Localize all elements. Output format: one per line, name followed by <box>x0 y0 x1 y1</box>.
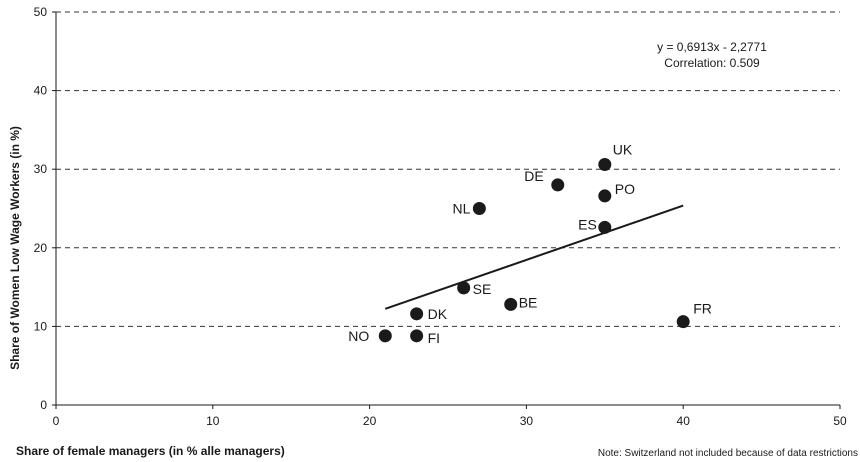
y-tick-label-0: 0 <box>40 398 47 412</box>
y-tick-label-50: 50 <box>34 5 48 19</box>
point-label-de: DE <box>524 168 543 184</box>
x-tick-label-40: 40 <box>677 414 691 428</box>
point-label-be: BE <box>519 294 538 310</box>
point-label-po: PO <box>615 181 635 197</box>
correlation-annotation: Correlation: 0.509 <box>664 56 760 70</box>
point-label-dk: DK <box>428 306 448 322</box>
point-po <box>598 189 612 203</box>
x-tick-label-50: 50 <box>833 414 847 428</box>
point-nl <box>472 202 486 215</box>
y-axis-title: Share of Women Low Wage Workers (in %) <box>8 126 22 370</box>
point-label-se: SE <box>473 281 492 297</box>
y-tick-label-30: 30 <box>34 162 48 176</box>
point-es <box>598 220 612 234</box>
x-tick-label-20: 20 <box>363 414 377 428</box>
regression-equation: y = 0,6913x - 2,2771 <box>657 40 767 54</box>
point-fi <box>410 329 424 343</box>
x-tick-label-0: 0 <box>53 414 60 428</box>
tick-labels: 0 10 20 30 40 50 0 10 20 30 40 50 <box>34 5 847 428</box>
gridlines <box>56 11 840 327</box>
point-labels: UK DE PO NL ES SE BE DK FR NO FI <box>348 141 712 345</box>
point-label-uk: UK <box>613 141 633 157</box>
point-label-nl: NL <box>452 201 470 217</box>
x-tick-label-30: 30 <box>520 414 534 428</box>
point-dk <box>410 307 424 321</box>
point-label-no: NO <box>348 328 369 344</box>
x-axis-title: Share of female managers (in % alle mana… <box>16 444 285 458</box>
point-no <box>378 329 392 343</box>
point-se <box>457 281 471 295</box>
point-label-fi: FI <box>428 330 440 346</box>
trendline <box>384 204 684 310</box>
y-tick-label-20: 20 <box>34 241 48 255</box>
footnote: Note: Switzerland not included because o… <box>598 448 858 459</box>
y-tick-label-10: 10 <box>34 319 48 333</box>
point-label-es: ES <box>578 216 597 232</box>
point-be <box>504 297 518 311</box>
x-tick-label-10: 10 <box>206 414 220 428</box>
point-uk <box>598 157 612 171</box>
data-points <box>378 157 690 343</box>
y-tick-label-40: 40 <box>34 84 48 98</box>
point-label-fr: FR <box>693 301 712 317</box>
point-fr <box>676 315 690 329</box>
point-de <box>551 178 565 192</box>
axes <box>52 11 841 409</box>
